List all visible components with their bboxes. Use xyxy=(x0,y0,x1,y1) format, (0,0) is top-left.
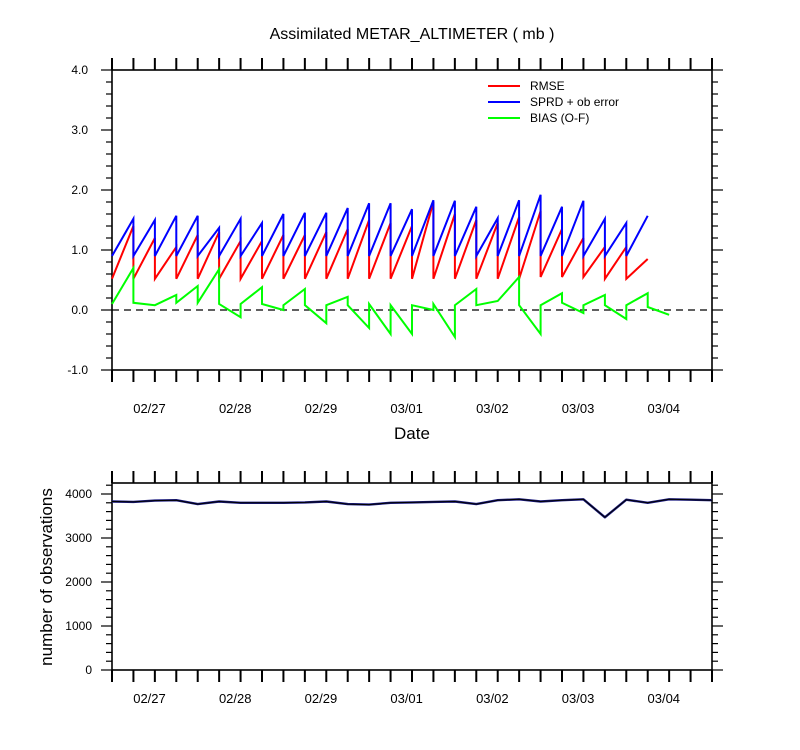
top-y-tick-label: 1.0 xyxy=(71,243,88,257)
top-y-tick-label: 4.0 xyxy=(71,63,88,77)
bottom-x-tick-label: 03/02 xyxy=(476,691,509,706)
bottom-x-tick-label: 03/04 xyxy=(648,691,681,706)
observations-series-line-overlay xyxy=(111,498,713,518)
top-y-tick-label: 2.0 xyxy=(71,183,88,197)
bottom-y-tick-label: 4000 xyxy=(65,487,92,501)
top-x-tick-label: 02/28 xyxy=(219,401,252,416)
bottom-y-tick-label: 1000 xyxy=(65,619,92,633)
top-x-tick-label: 03/01 xyxy=(390,401,423,416)
bottom-y-tick-label: 0 xyxy=(85,663,92,677)
bias-series-line xyxy=(111,264,670,341)
top-x-axis-title: Date xyxy=(394,424,430,443)
spread-series-line xyxy=(111,194,649,260)
bottom-panel: 0 1000 2000 3000 4000 02/27 02/28 02/29 03/01 03/… xyxy=(65,471,723,706)
top-y-tick-label: 3.0 xyxy=(71,123,88,137)
bottom-x-tick-label: 02/28 xyxy=(219,691,252,706)
top-chart-title: Assimilated METAR_ALTIMETER ( mb ) xyxy=(270,26,555,43)
bottom-x-tick-label: 03/01 xyxy=(390,691,423,706)
top-y-tick-label: 0.0 xyxy=(71,303,88,317)
top-x-tick-label: 03/03 xyxy=(562,401,595,416)
top-x-tick-label: 03/02 xyxy=(476,401,509,416)
top-x-tick-label: 02/29 xyxy=(305,401,338,416)
top-x-tick-label: 02/27 xyxy=(133,401,166,416)
bottom-plot-frame xyxy=(111,482,713,671)
rmse-legend-label: RMSE xyxy=(530,79,565,93)
spread-legend-label: SPRD + ob error xyxy=(530,95,619,109)
bottom-y-tick-label: 3000 xyxy=(65,531,92,545)
bottom-x-tick-label: 03/03 xyxy=(562,691,595,706)
bottom-x-tick-label: 02/27 xyxy=(133,691,166,706)
top-panel: -1.0 0.0 1.0 2.0 3.0 4.0 RMSE SPRD + ob error BI… xyxy=(67,58,723,416)
top-x-tick-label: 03/04 xyxy=(648,401,681,416)
bottom-x-tick-label: 02/29 xyxy=(305,691,338,706)
top-y-tick-label: -1.0 xyxy=(67,363,88,377)
bottom-y-axis-title: number of observations xyxy=(37,488,56,666)
bottom-y-tick-label: 2000 xyxy=(65,575,92,589)
rmse-series-line xyxy=(111,201,649,283)
bias-legend-label: BIAS (O-F) xyxy=(530,111,589,125)
